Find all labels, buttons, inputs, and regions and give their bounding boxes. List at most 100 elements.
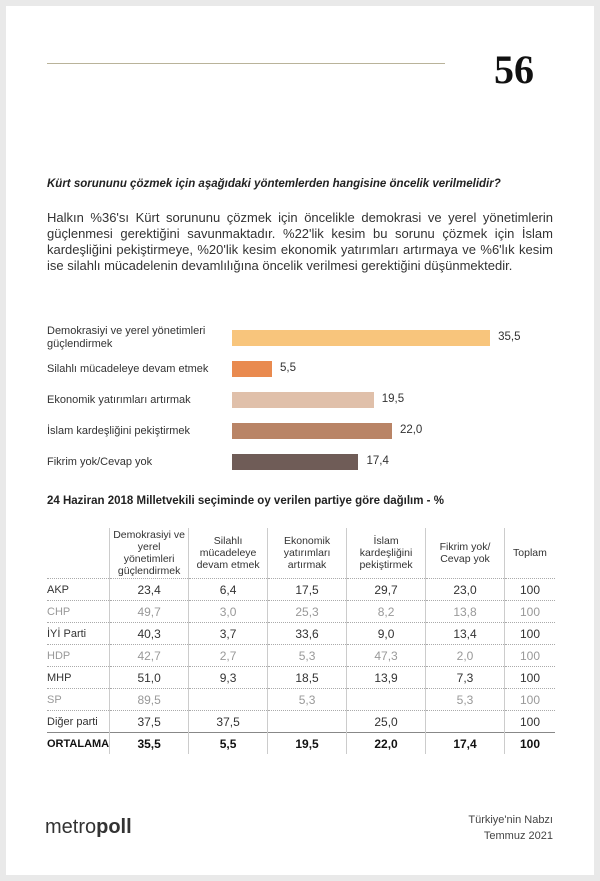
question: Kürt sorununu çözmek için aşağıdaki yönt… — [47, 178, 501, 190]
table-cell: 35,5 — [109, 732, 189, 754]
value-label: 19,5 — [381, 393, 405, 405]
table-cell: 100 — [503, 644, 555, 667]
bar — [232, 361, 272, 377]
value-label: 22,0 — [399, 424, 423, 436]
table-cell: Diğer parti — [47, 710, 110, 733]
logo: metropoll — [45, 816, 132, 839]
table-row: ORTALAMA 35,5 5,5 19,5 22,0 17,4 100 — [47, 732, 555, 754]
table-cell: 25,3 — [267, 600, 347, 623]
category-label: Demokrasiyi ve yerel yönetimleri güçlend… — [47, 325, 206, 350]
table-cell: 100 — [503, 578, 555, 601]
table-cell: 42,7 — [109, 644, 189, 667]
table-row: Diğer parti 37,5 37,5 25,0 100 — [47, 710, 555, 733]
category-label: Fikrim yok/Cevap yok — [47, 456, 153, 468]
table-row: SP 89,5 5,3 5,3 100 — [47, 688, 555, 711]
table-row: MHP 51,0 9,3 18,5 13,9 7,3 100 — [47, 666, 555, 689]
header-cell: Ekonomik yatırımları artırmak — [267, 528, 347, 579]
table-cell: 18,5 — [267, 666, 347, 689]
table-cell — [346, 688, 426, 711]
bar — [232, 392, 374, 408]
table-cell: 13,8 — [425, 600, 505, 623]
table-cell: İYİ Parti — [47, 622, 110, 645]
table-cell: 2,0 — [425, 644, 505, 667]
table-cell: 49,7 — [109, 600, 189, 623]
header-cell: Fikrim yok/ Cevap yok — [425, 528, 505, 579]
table-cell: 9,0 — [346, 622, 426, 645]
table-cell: ORTALAMA — [47, 732, 110, 754]
table-cell: 37,5 — [188, 710, 268, 733]
logo-light: metro — [45, 816, 97, 838]
header-rule — [47, 63, 445, 64]
table-cell: 23,4 — [109, 578, 189, 601]
table-row: CHP 49,7 3,0 25,3 8,2 13,8 100 — [47, 600, 555, 623]
table-cell: 3,0 — [188, 600, 268, 623]
table-cell — [267, 710, 347, 733]
header-cell — [47, 528, 110, 579]
table-cell: 23,0 — [425, 578, 505, 601]
table-cell: 37,5 — [109, 710, 189, 733]
table-cell: 5,3 — [267, 688, 347, 711]
table-cell: AKP — [47, 578, 110, 601]
table-cell: 9,3 — [188, 666, 268, 689]
table-cell: SP — [47, 688, 110, 711]
page: 56 Kürt sorununu çözmek için aşağıdaki y… — [6, 6, 594, 875]
table-cell: 51,0 — [109, 666, 189, 689]
table-cell: 6,4 — [188, 578, 268, 601]
bar — [232, 423, 392, 439]
category-label: Ekonomik yatırımları artırmak — [47, 394, 191, 406]
paragraph: Halkın %36'sı Kürt sorununu çözmek için … — [47, 210, 553, 273]
bar — [232, 454, 359, 470]
table-cell: 100 — [503, 666, 555, 689]
category-label: İslam kardeşliğini pekiştirmek — [47, 425, 191, 437]
table-cell: 17,4 — [425, 732, 505, 754]
table-cell: 13,9 — [346, 666, 426, 689]
table-cell: 100 — [503, 732, 555, 754]
value-label: 17,4 — [366, 455, 389, 467]
table-cell: 33,6 — [267, 622, 347, 645]
header-cell: Silahlı mücadeleye devam etmek — [188, 528, 268, 579]
table-cell: 100 — [503, 710, 555, 733]
table-cell: 17,5 — [267, 578, 347, 601]
table-cell: 40,3 — [109, 622, 189, 645]
table-cell: 13,4 — [425, 622, 505, 645]
table-row: AKP 23,4 6,4 17,5 29,7 23,0 100 — [47, 578, 555, 601]
table-cell: 8,2 — [346, 600, 426, 623]
value-label: 5,5 — [279, 362, 296, 374]
table-cell — [425, 710, 505, 733]
table-cell: 3,7 — [188, 622, 268, 645]
table-cell: 100 — [503, 600, 555, 623]
bar — [232, 330, 491, 346]
table-cell — [188, 688, 268, 711]
table-row: İYİ Parti 40,3 3,7 33,6 9,0 13,4 100 — [47, 622, 555, 645]
table-cell: CHP — [47, 600, 110, 623]
table-cell: 2,7 — [188, 644, 268, 667]
table-cell: 5,3 — [425, 688, 505, 711]
table-cell: 22,0 — [346, 732, 426, 754]
page-number: 56 — [494, 47, 534, 92]
category-label: Silahlı mücadeleye devam etmek — [47, 363, 209, 375]
header-cell: İslam kardeşliğini pekiştirmek — [346, 528, 426, 579]
table-row: HDP 42,7 2,7 5,3 47,3 2,0 100 — [47, 644, 555, 667]
table-cell: 89,5 — [109, 688, 189, 711]
table-cell: 7,3 — [425, 666, 505, 689]
table-title: 24 Haziran 2018 Milletvekili seçiminde o… — [47, 495, 444, 507]
table: Demokrasiyi ve yerel yönetimleri güçlend… — [47, 528, 555, 754]
table-cell: 19,5 — [267, 732, 347, 754]
date: Temmuz 2021 — [483, 830, 553, 842]
table-cell: 5,3 — [267, 644, 347, 667]
table-cell: 5,5 — [188, 732, 268, 754]
header-row: Demokrasiyi ve yerel yönetimleri güçlend… — [47, 528, 555, 579]
header-cell: Demokrasiyi ve yerel yönetimleri güçlend… — [109, 528, 189, 579]
table-cell: 100 — [503, 688, 555, 711]
table-cell: HDP — [47, 644, 110, 667]
table-cell: 25,0 — [346, 710, 426, 733]
table-cell: 29,7 — [346, 578, 426, 601]
table-cell: MHP — [47, 666, 110, 689]
header-cell: Toplam — [503, 528, 555, 579]
publication: Türkiye'nin Nabzı — [468, 814, 553, 826]
value-label: 35,5 — [498, 331, 521, 343]
table-cell: 100 — [503, 622, 555, 645]
logo-bold: poll — [96, 816, 132, 838]
table-cell: 47,3 — [346, 644, 426, 667]
